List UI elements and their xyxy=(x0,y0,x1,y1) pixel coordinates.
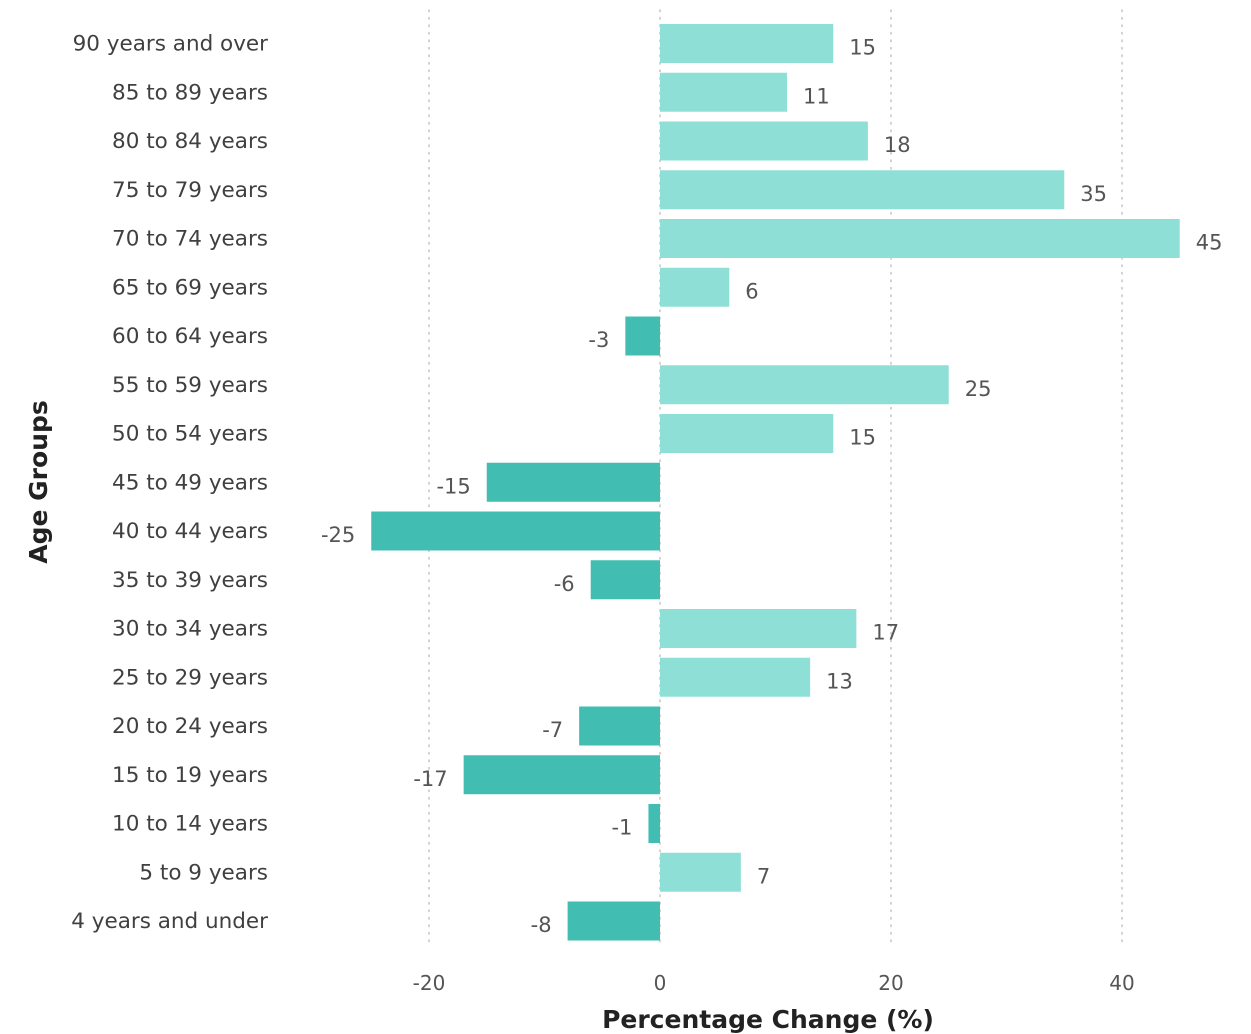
bar xyxy=(660,267,730,307)
x-tick-label: 40 xyxy=(1109,971,1134,995)
x-tick-label: 20 xyxy=(878,971,903,995)
category-label: 5 to 9 years xyxy=(139,860,268,885)
data-label: 18 xyxy=(884,133,911,157)
category-label: 55 to 59 years xyxy=(112,373,268,398)
data-label: 11 xyxy=(803,84,830,108)
bars xyxy=(371,24,1180,941)
data-label: -1 xyxy=(611,816,632,840)
bar xyxy=(648,804,660,843)
category-label: 90 years and over xyxy=(73,32,269,57)
bar xyxy=(660,852,741,892)
category-label: 20 to 24 years xyxy=(112,714,268,739)
data-label: 15 xyxy=(849,36,876,60)
category-label: 60 to 64 years xyxy=(112,324,268,349)
bar xyxy=(625,316,660,356)
category-label: 50 to 54 years xyxy=(112,422,268,447)
x-axis-title: Percentage Change (%) xyxy=(602,1005,934,1034)
x-tick-label: 0 xyxy=(654,971,667,995)
category-labels: 90 years and over 85 to 89 years 80 to 84 … xyxy=(71,32,268,935)
category-label: 70 to 74 years xyxy=(112,227,268,252)
bar xyxy=(660,121,868,161)
data-label: -15 xyxy=(436,474,470,498)
y-axis-title: Age Groups xyxy=(24,400,53,564)
data-label: 17 xyxy=(872,621,899,645)
data-label: 15 xyxy=(849,426,876,450)
bar xyxy=(660,657,811,697)
bar xyxy=(660,414,834,453)
bar xyxy=(590,560,660,600)
x-tick-label: -20 xyxy=(413,971,446,995)
data-label: -3 xyxy=(588,328,609,352)
bar xyxy=(660,24,834,63)
bar xyxy=(486,462,660,502)
category-label: 10 to 14 years xyxy=(112,812,268,837)
data-label: -7 xyxy=(542,718,563,742)
category-label: 85 to 89 years xyxy=(112,80,268,105)
category-label: 25 to 29 years xyxy=(112,665,268,690)
bar xyxy=(660,219,1180,258)
bar xyxy=(660,365,949,405)
bar xyxy=(371,511,660,551)
category-label: 80 to 84 years xyxy=(112,129,268,154)
category-label: 15 to 19 years xyxy=(112,763,268,788)
bar xyxy=(579,706,660,746)
bar xyxy=(660,72,788,112)
bar xyxy=(660,170,1065,210)
data-label: -6 xyxy=(554,572,575,596)
data-label: -8 xyxy=(531,913,552,937)
data-label: -25 xyxy=(321,523,355,547)
category-label: 45 to 49 years xyxy=(112,470,268,495)
data-label: 35 xyxy=(1080,182,1107,206)
data-label: 7 xyxy=(757,864,770,888)
bar xyxy=(567,901,660,941)
data-label: 25 xyxy=(965,377,992,401)
category-label: 30 to 34 years xyxy=(112,617,268,642)
data-label: 6 xyxy=(745,279,758,303)
bar xyxy=(660,609,857,648)
category-label: 65 to 69 years xyxy=(112,275,268,300)
category-label: 35 to 39 years xyxy=(112,568,268,593)
category-label: 40 to 44 years xyxy=(112,519,268,544)
category-label: 4 years and under xyxy=(71,909,268,934)
data-label: 45 xyxy=(1196,231,1223,255)
x-axis-ticks: -20 0 20 40 xyxy=(413,971,1135,995)
data-label: -17 xyxy=(413,767,447,791)
bar xyxy=(463,755,660,795)
data-label: 13 xyxy=(826,669,853,693)
category-label: 75 to 79 years xyxy=(112,178,268,203)
